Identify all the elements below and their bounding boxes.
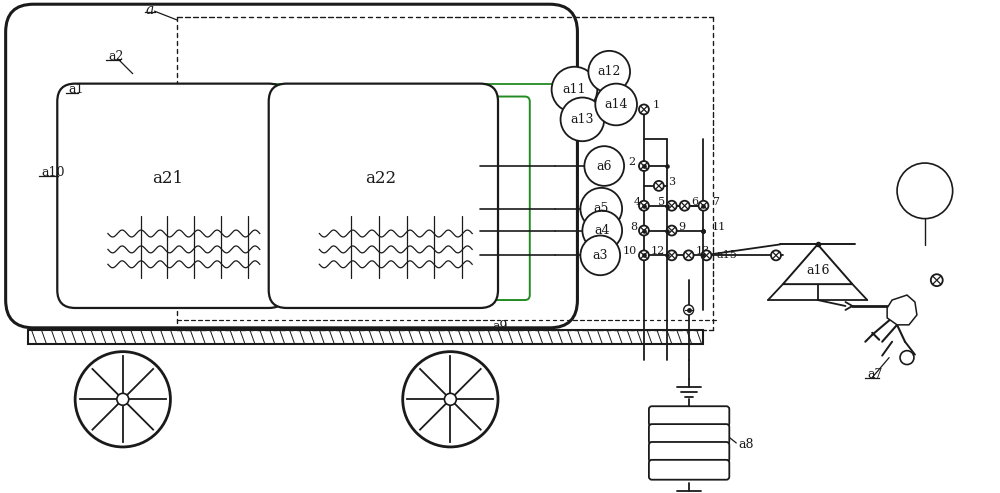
Circle shape: [588, 51, 630, 93]
Circle shape: [75, 352, 170, 447]
Circle shape: [595, 84, 637, 125]
Text: a10: a10: [41, 167, 65, 179]
Text: a13: a13: [571, 113, 594, 126]
Text: 12: 12: [651, 246, 665, 256]
Circle shape: [552, 67, 597, 112]
Text: 8: 8: [630, 221, 637, 232]
Text: a15: a15: [716, 250, 737, 260]
Circle shape: [931, 274, 943, 286]
Circle shape: [897, 163, 953, 218]
Circle shape: [639, 105, 649, 114]
Circle shape: [667, 250, 677, 260]
Polygon shape: [887, 295, 917, 325]
Text: 7: 7: [712, 197, 719, 207]
Circle shape: [771, 250, 781, 260]
Text: a21: a21: [152, 171, 183, 187]
Text: 5: 5: [658, 197, 665, 207]
Circle shape: [580, 236, 620, 275]
Text: 9: 9: [679, 221, 686, 232]
Text: a11: a11: [563, 83, 586, 96]
FancyBboxPatch shape: [649, 442, 729, 462]
Text: a22: a22: [365, 171, 396, 187]
FancyBboxPatch shape: [649, 460, 729, 480]
Text: a9: a9: [492, 320, 508, 333]
Circle shape: [584, 146, 624, 186]
Text: a1: a1: [68, 83, 84, 96]
Circle shape: [699, 201, 708, 211]
Text: a14: a14: [604, 98, 628, 111]
Circle shape: [702, 250, 711, 260]
Text: 13: 13: [696, 246, 710, 256]
Text: a12: a12: [598, 65, 621, 78]
Circle shape: [117, 393, 129, 405]
Text: 2: 2: [628, 157, 635, 167]
Circle shape: [639, 201, 649, 211]
Text: 3: 3: [668, 177, 675, 187]
Text: a2: a2: [108, 50, 123, 63]
Circle shape: [684, 305, 694, 315]
Circle shape: [684, 250, 694, 260]
Bar: [28, 330, 703, 344]
Circle shape: [639, 161, 649, 171]
Circle shape: [639, 250, 649, 260]
Text: 4: 4: [634, 197, 641, 207]
Text: 6: 6: [692, 197, 699, 207]
Text: 1: 1: [653, 101, 660, 110]
FancyBboxPatch shape: [252, 97, 530, 300]
Circle shape: [444, 393, 456, 405]
Text: a4: a4: [594, 224, 610, 237]
Polygon shape: [783, 245, 852, 284]
Text: 11: 11: [711, 221, 726, 232]
Text: a3: a3: [593, 249, 608, 262]
FancyBboxPatch shape: [269, 84, 498, 308]
Circle shape: [680, 201, 690, 211]
Circle shape: [403, 352, 498, 447]
Circle shape: [580, 188, 622, 230]
Text: a16: a16: [806, 264, 829, 277]
Circle shape: [667, 226, 677, 236]
Text: a8: a8: [738, 438, 754, 452]
FancyBboxPatch shape: [6, 4, 577, 328]
Circle shape: [900, 351, 914, 364]
FancyBboxPatch shape: [649, 424, 729, 444]
FancyBboxPatch shape: [57, 84, 287, 308]
Circle shape: [639, 226, 649, 236]
Circle shape: [561, 98, 604, 141]
Text: a6: a6: [596, 160, 612, 173]
Circle shape: [654, 181, 664, 191]
Text: 10: 10: [623, 246, 637, 256]
Text: a7: a7: [867, 368, 883, 381]
Circle shape: [667, 201, 677, 211]
Circle shape: [582, 211, 622, 250]
FancyBboxPatch shape: [649, 406, 729, 426]
Text: a5: a5: [594, 202, 609, 215]
Text: a: a: [145, 3, 154, 17]
